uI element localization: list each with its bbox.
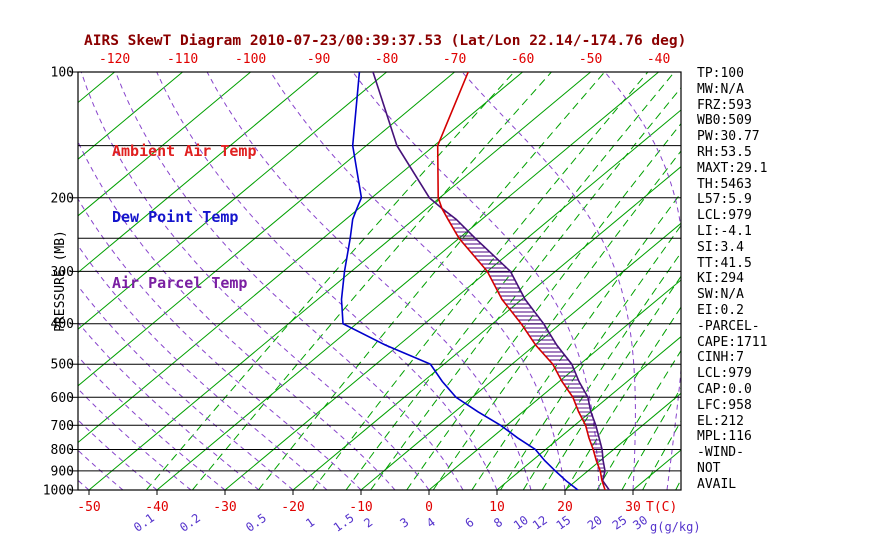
svg-text:12: 12 — [530, 513, 550, 533]
svg-text:30: 30 — [630, 513, 650, 533]
svg-text:-10: -10 — [349, 500, 372, 515]
svg-text:2: 2 — [361, 515, 375, 531]
svg-text:400: 400 — [51, 317, 74, 332]
stat-line: -WIND- — [697, 445, 744, 461]
svg-text:-90: -90 — [307, 52, 330, 67]
mixing-ratio-lines — [145, 72, 681, 490]
dew-point-curve — [340, 72, 579, 490]
top-temp-labels: -120 -110 -100 -90 -80 -70 -60 -50 -40 — [99, 52, 670, 67]
svg-text:10: 10 — [489, 500, 505, 515]
svg-text:100: 100 — [51, 66, 74, 81]
stat-line: PW:30.77 — [697, 129, 760, 145]
chart-legend: Ambient Air Temp Dew Point Temp Air Parc… — [112, 96, 257, 338]
stat-line: TH:5463 — [697, 176, 752, 192]
svg-text:20: 20 — [557, 500, 573, 515]
bottom-temp-labels: -50 -40 -30 -20 -10 0 10 20 30 T(C) — [77, 500, 677, 515]
svg-text:-120: -120 — [99, 52, 130, 67]
stat-line: MW:N/A — [697, 81, 744, 97]
pressure-axis-label: PRESSURE (MB) — [53, 230, 68, 332]
stat-line: -PARCEL- — [697, 318, 760, 334]
svg-text:800: 800 — [51, 443, 74, 458]
plot-frame — [77, 71, 682, 491]
stat-line: CAP:0.0 — [697, 381, 752, 397]
svg-text:-110: -110 — [167, 52, 198, 67]
svg-text:200: 200 — [51, 191, 74, 206]
svg-text:15: 15 — [554, 513, 574, 533]
svg-text:1000: 1000 — [43, 484, 74, 499]
air-parcel-curve — [372, 72, 610, 490]
stat-line: MAXT:29.1 — [697, 160, 768, 176]
stat-line: SI:3.4 — [697, 239, 744, 255]
svg-text:-60: -60 — [511, 52, 534, 67]
axis-ticks — [70, 71, 634, 495]
svg-text:8: 8 — [491, 515, 505, 531]
svg-text:-70: -70 — [443, 52, 466, 67]
stat-line: MPL:116 — [697, 429, 752, 445]
svg-text:25: 25 — [610, 513, 630, 533]
stat-line: LCL:979 — [697, 208, 752, 224]
svg-text:-80: -80 — [375, 52, 398, 67]
svg-text:20: 20 — [585, 513, 605, 533]
ambient-temp-curve — [436, 72, 606, 490]
svg-text:900: 900 — [51, 464, 74, 479]
stat-line: KI:294 — [697, 271, 744, 287]
stat-line: RH:53.5 — [697, 144, 752, 160]
svg-text:0.5: 0.5 — [243, 511, 269, 535]
stat-line: CINH:7 — [697, 350, 744, 366]
stat-line: FRZ:593 — [697, 97, 752, 113]
stat-line: CAPE:1711 — [697, 334, 768, 350]
svg-text:-100: -100 — [235, 52, 266, 67]
stat-line: LCL:979 — [697, 366, 752, 382]
stat-line: EI:0.2 — [697, 302, 744, 318]
svg-text:1: 1 — [303, 515, 317, 531]
svg-text:-50: -50 — [579, 52, 602, 67]
svg-text:-50: -50 — [77, 500, 100, 515]
svg-text:4: 4 — [424, 515, 438, 531]
svg-text:6: 6 — [463, 515, 477, 531]
mixing-ratio-unit-label: g(g/kg) — [650, 520, 701, 534]
pressure-tick-labels: 100 200 300 400 500 600 700 800 900 1000 — [43, 66, 74, 499]
stat-line: EL:212 — [697, 413, 744, 429]
svg-text:300: 300 — [51, 265, 74, 280]
svg-text:-40: -40 — [647, 52, 670, 67]
svg-text:-20: -20 — [281, 500, 304, 515]
legend-air-parcel-temp: Air Parcel Temp — [112, 274, 248, 292]
stat-line: WB0:509 — [697, 113, 752, 129]
chart-title: AIRS SkewT Diagram 2010-07-23/00:39:37.5… — [84, 33, 687, 49]
svg-text:10: 10 — [511, 513, 531, 533]
legend-dew-point-temp: Dew Point Temp — [112, 208, 239, 226]
stat-line: NOT — [697, 460, 721, 476]
svg-text:500: 500 — [51, 358, 74, 373]
svg-text:0.2: 0.2 — [177, 511, 203, 535]
svg-text:-40: -40 — [145, 500, 168, 515]
stat-line: SW:N/A — [697, 287, 744, 303]
temp-unit-label: T(C) — [646, 500, 677, 515]
legend-ambient-air-temp: Ambient Air Temp — [112, 142, 257, 160]
svg-text:3: 3 — [397, 515, 411, 531]
svg-text:30: 30 — [625, 500, 641, 515]
stat-line: TP:100 — [697, 66, 744, 81]
stat-line: LI:-4.1 — [697, 223, 752, 239]
stat-line: L57:5.9 — [697, 192, 752, 208]
svg-text:0: 0 — [425, 500, 433, 515]
stats-panel: TP:100 MW:N/A FRZ:593 WB0:509 PW:30.77 RH:53.… — [697, 66, 767, 493]
svg-text:700: 700 — [51, 419, 74, 434]
stat-line: TT:41.5 — [697, 255, 752, 271]
svg-text:600: 600 — [51, 391, 74, 406]
stat-line: AVAIL — [697, 476, 737, 492]
svg-text:-30: -30 — [213, 500, 236, 515]
stat-line: LFC:958 — [697, 397, 752, 413]
